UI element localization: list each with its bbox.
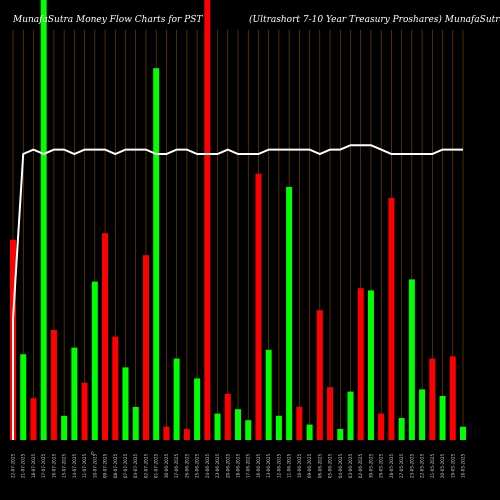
x-tick-label: 24-06-2025: [205, 454, 210, 479]
bar-down: [81, 382, 88, 440]
x-tick-label: 18-07-2025: [31, 454, 36, 479]
x-tick-label: 08-07-2025: [113, 454, 118, 479]
bar-down: [388, 198, 395, 440]
bar-down: [429, 358, 436, 440]
x-tick-labels: 22-07-2025 21-07-2025 18-07-2025 17-07-2025…: [11, 454, 466, 479]
bar-down: [316, 310, 323, 440]
bar-up: [439, 396, 446, 440]
bar-up: [408, 279, 415, 440]
bar-up: [398, 418, 405, 440]
bar-up: [194, 378, 201, 440]
x-tick-label: 16-05-2025: [461, 454, 466, 479]
x-tick-label: 01-07-2025: [154, 454, 159, 479]
bar-up: [347, 391, 354, 440]
x-tick-label: 17-07-2025: [41, 454, 46, 479]
x-tick-label: 30-05-2025: [368, 454, 373, 479]
x-tick-label: 10-06-2025: [297, 454, 302, 479]
x-tick-label: 13-06-2025: [266, 454, 271, 479]
x-tick-label: 28-05-2025: [389, 454, 394, 479]
bar-up: [132, 407, 139, 440]
x-tick-label: 03-06-2025: [348, 454, 353, 479]
bar-up: [40, 0, 47, 440]
x-tick-label: 09-06-2025: [307, 454, 312, 479]
x-tick-label: 12-06-2025: [276, 454, 281, 479]
bar-down: [142, 255, 149, 440]
bar-up: [306, 424, 313, 440]
x-tick-label: 21-07-2025: [21, 454, 26, 479]
bar-up: [419, 389, 426, 440]
x-tick-label: 05-06-2025: [328, 454, 333, 479]
bar-up: [275, 415, 282, 440]
bar-up: [367, 290, 374, 440]
bar-down: [102, 233, 109, 440]
bar-up: [20, 354, 27, 440]
bar-down: [204, 0, 211, 440]
bar-down: [327, 387, 334, 440]
bar-down: [378, 413, 385, 440]
bar-down: [50, 330, 57, 440]
x-tick-label: 22-05-2025: [420, 454, 425, 479]
zero-marker: 0: [91, 451, 94, 456]
chart-title-left: MunafaSutra Money Flow Charts for PST: [12, 15, 203, 25]
bar-up: [286, 187, 293, 440]
x-tick-label: 23-06-2025: [215, 454, 220, 479]
bars: [10, 0, 466, 441]
x-tick-label: 19-05-2025: [450, 454, 455, 479]
bar-up: [61, 415, 68, 440]
x-tick-label: 20-06-2025: [225, 454, 230, 479]
x-tick-label: 02-06-2025: [358, 454, 363, 479]
x-tick-label: 26-06-2025: [184, 454, 189, 479]
bar-up: [214, 413, 221, 440]
x-tick-label: 17-06-2025: [246, 454, 251, 479]
bar-down: [449, 356, 456, 440]
x-tick-label: 16-07-2025: [51, 454, 56, 479]
x-tick-label: 20-05-2025: [440, 454, 445, 479]
x-tick-label: 29-05-2025: [379, 454, 384, 479]
x-tick-label: 09-07-2025: [103, 454, 108, 479]
bar-up: [235, 409, 241, 440]
bar-up: [265, 349, 272, 440]
bar-up: [173, 358, 180, 440]
bar-up: [122, 367, 129, 440]
x-tick-label: 22-07-2025: [11, 454, 16, 479]
x-tick-label: 27-05-2025: [399, 454, 404, 479]
bar-down: [112, 336, 119, 440]
x-tick-label: 04-06-2025: [338, 454, 343, 479]
x-tick-label: 30-06-2025: [164, 454, 169, 479]
x-tick-label: 27-06-2025: [174, 454, 179, 479]
bar-up: [71, 347, 78, 440]
bar-up: [153, 68, 160, 440]
bar-down: [296, 407, 303, 440]
x-tick-label: 23-05-2025: [409, 454, 414, 479]
bar-down: [255, 173, 262, 441]
bar-down: [183, 429, 190, 440]
x-tick-label: 07-07-2025: [123, 454, 128, 479]
x-tick-label: 02-07-2025: [143, 454, 148, 479]
bar-down: [224, 393, 231, 440]
bar-down: [163, 426, 170, 440]
x-tick-label: 25-06-2025: [195, 454, 200, 479]
x-tick-label: 21-05-2025: [430, 454, 435, 479]
x-tick-label: 06-06-2025: [317, 454, 322, 479]
x-tick-label: 14-07-2025: [72, 454, 77, 479]
x-tick-label: 16-06-2025: [256, 454, 261, 479]
x-tick-label: 18-06-2025: [236, 454, 241, 479]
x-tick-label: 03-07-2025: [133, 454, 138, 479]
x-tick-label: 11-07-2025: [82, 454, 87, 479]
bar-up: [337, 429, 344, 440]
overlay-line: [12, 144, 463, 440]
x-tick-label: 11-06-2025: [287, 454, 292, 479]
bar-down: [30, 398, 37, 440]
bar-up: [91, 281, 98, 440]
bar-up: [460, 426, 466, 440]
x-tick-label: 10-07-2025: [92, 454, 97, 479]
bar-up: [245, 420, 252, 440]
chart-title-right: (Ultrashort 7-10 Year Treasury Proshares…: [249, 14, 500, 25]
bar-down: [357, 288, 364, 440]
x-tick-label: 15-07-2025: [62, 454, 67, 479]
